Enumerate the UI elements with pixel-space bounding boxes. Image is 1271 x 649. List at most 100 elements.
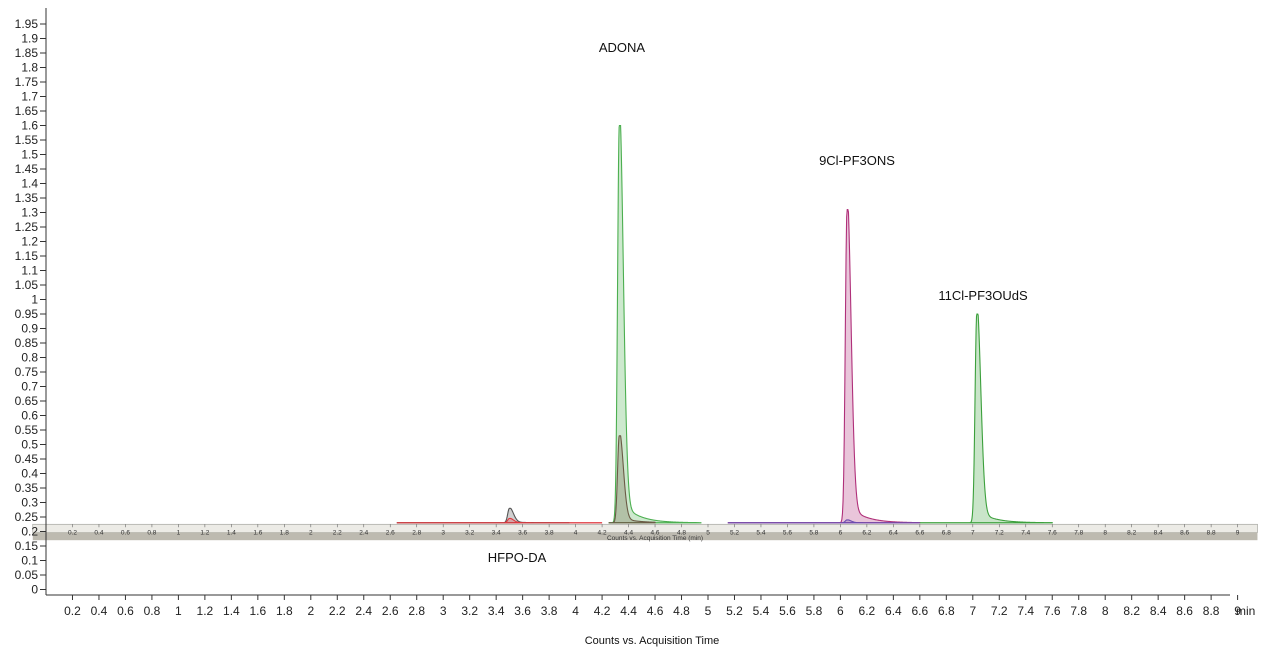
inset-tick-label: 0.4 [94,529,103,536]
inset-tick-label: 7.2 [995,529,1004,536]
inset-tick-label: 6.4 [889,529,898,536]
x-tick-label: 6.8 [938,604,955,618]
inset-tick-label: 6 [839,529,843,536]
x-tick-label: 4.2 [594,604,611,618]
inset-tick-label: 4.8 [677,529,686,536]
peak-adona [608,124,702,524]
y-tick-label: 1.05 [15,278,39,292]
x-tick-label: 2.2 [329,604,346,618]
x-tick-label: 8.6 [1176,604,1193,618]
y-tick-label: 1.35 [15,191,39,205]
annotation-9cl-pf3ons: 9Cl-PF3ONS [819,153,895,168]
inset-tick-label: 1.6 [253,529,262,536]
inset-tick-label: 4.6 [651,529,660,536]
x-tick-label: 0.8 [144,604,161,618]
inset-tick-label: 5.2 [730,529,739,536]
inset-time-bar: 0.2 0.4 0.6 0.8 1 1.2 1.4 1.6 1.8 2 2.2 2.4 2.6 2.8 3 3… [32,523,1258,542]
inset-tick-label: 2.4 [359,529,368,536]
y-tick-label: 0.2 [21,525,38,539]
inset-tick-label: 5.4 [756,529,765,536]
y-tick-label: 1.1 [21,264,38,278]
x-ticks: 0.2 0.4 0.6 0.8 1 1.2 1.4 1.6 1.8 2 2.2 2.4 2.6 2.8 3 3… [64,595,1241,618]
x-tick-label: 6.2 [859,604,876,618]
y-tick-label: 1.8 [21,61,38,75]
inset-tick-label: 3 [441,529,445,536]
x-tick-label: 7.4 [1017,604,1034,618]
inset-tick-label: 2.2 [333,529,342,536]
inset-tick-label: 7.8 [1074,529,1083,536]
x-tick-label: 2.6 [382,604,399,618]
inset-tick-label: 8.2 [1127,529,1136,536]
x-tick-label: 3 [440,604,447,618]
x-tick-label: 4.8 [673,604,690,618]
annotation-11cl-pf3ouds: 11Cl-PF3OUdS [938,288,1028,303]
x-tick-label: 8.8 [1203,604,1220,618]
x-tick-label: 2 [307,604,314,618]
y-tick-label: 0.4 [21,467,38,481]
y-tick-label: 1.2 [21,235,38,249]
inset-tick-label: 3.2 [465,529,474,536]
x-tick-label: 3.4 [488,604,505,618]
x-tick-label: 9 [1234,604,1241,618]
y-tick-label: 1.5 [21,148,38,162]
y-tick-label: 0.7 [21,380,38,394]
y-tick-label: 0.3 [21,496,38,510]
y-ticks: 00.050.10.150.20.250.30.350.40.450.50.55… [15,17,46,597]
x-tick-label: 0.4 [91,604,108,618]
inset-bar-bottom [32,532,1258,541]
x-tick-label: 5 [705,604,712,618]
inset-tick-label: 8.4 [1154,529,1163,536]
y-tick-label: 0.1 [21,554,38,568]
x-tick-label: 1 [175,604,182,618]
peak-hfpo-da [396,517,603,524]
y-tick-label: 1.55 [15,133,39,147]
peaks [396,124,1053,524]
x-tick-label: 7.2 [991,604,1008,618]
y-tick-label: 0.55 [15,423,39,437]
y-tick-label: 1.15 [15,249,39,263]
x-tick-label: 2.4 [355,604,372,618]
y-tick-label: 0.5 [21,438,38,452]
inset-tick-label: 5 [706,529,710,536]
x-tick-label: 1.4 [223,604,240,618]
x-tick-label: 0.6 [117,604,134,618]
inset-tick-label: 8.6 [1180,529,1189,536]
x-tick-label: 5.8 [806,604,823,618]
y-tick-label: 0.8 [21,351,38,365]
y-tick-label: 1.4 [21,177,38,191]
peak-9cl-pf3ons [727,519,920,524]
x-tick-label: 7 [969,604,976,618]
peak-adona [608,435,656,524]
x-tick-label: 8 [1102,604,1109,618]
x-tick-label: 5.2 [726,604,743,618]
y-tick-label: 0.95 [15,307,39,321]
x-tick-label: 6.4 [885,604,902,618]
inset-tick-label: 6.8 [942,529,951,536]
x-tick-label: 8.2 [1123,604,1140,618]
inset-tick-label: 2.6 [386,529,395,536]
y-tick-label: 0.35 [15,481,39,495]
y-tick-label: 0.9 [21,322,38,336]
x-tick-label: 7.8 [1070,604,1087,618]
inset-tick-label: 4.2 [598,529,607,536]
peak-11cl-pf3ouds [919,313,1053,524]
y-tick-label: 1.65 [15,104,39,118]
y-tick-label: 0.6 [21,409,38,423]
inset-tick-label: 1.2 [200,529,209,536]
y-tick-label: 0.85 [15,336,39,350]
inset-tick-label: 1 [177,529,181,536]
inset-tick-label: 1.4 [227,529,236,536]
inset-tick-label: 4 [574,529,578,536]
inset-bar-title: Counts vs. Acquisition Time (min) [607,535,703,542]
x-tick-label: 6 [837,604,844,618]
y-tick-label: 1.6 [21,119,38,133]
inset-tick-label: 2.8 [412,529,421,536]
y-tick-label: 0.25 [15,510,39,524]
inset-tick-label: 9 [1236,529,1240,536]
y-tick-label: 1.25 [15,220,39,234]
inset-tick-label: 0.2 [68,529,77,536]
x-tick-label: 0.2 [64,604,81,618]
y-tick-label: 1.95 [15,17,39,31]
inset-tick-label: 7.6 [1048,529,1057,536]
